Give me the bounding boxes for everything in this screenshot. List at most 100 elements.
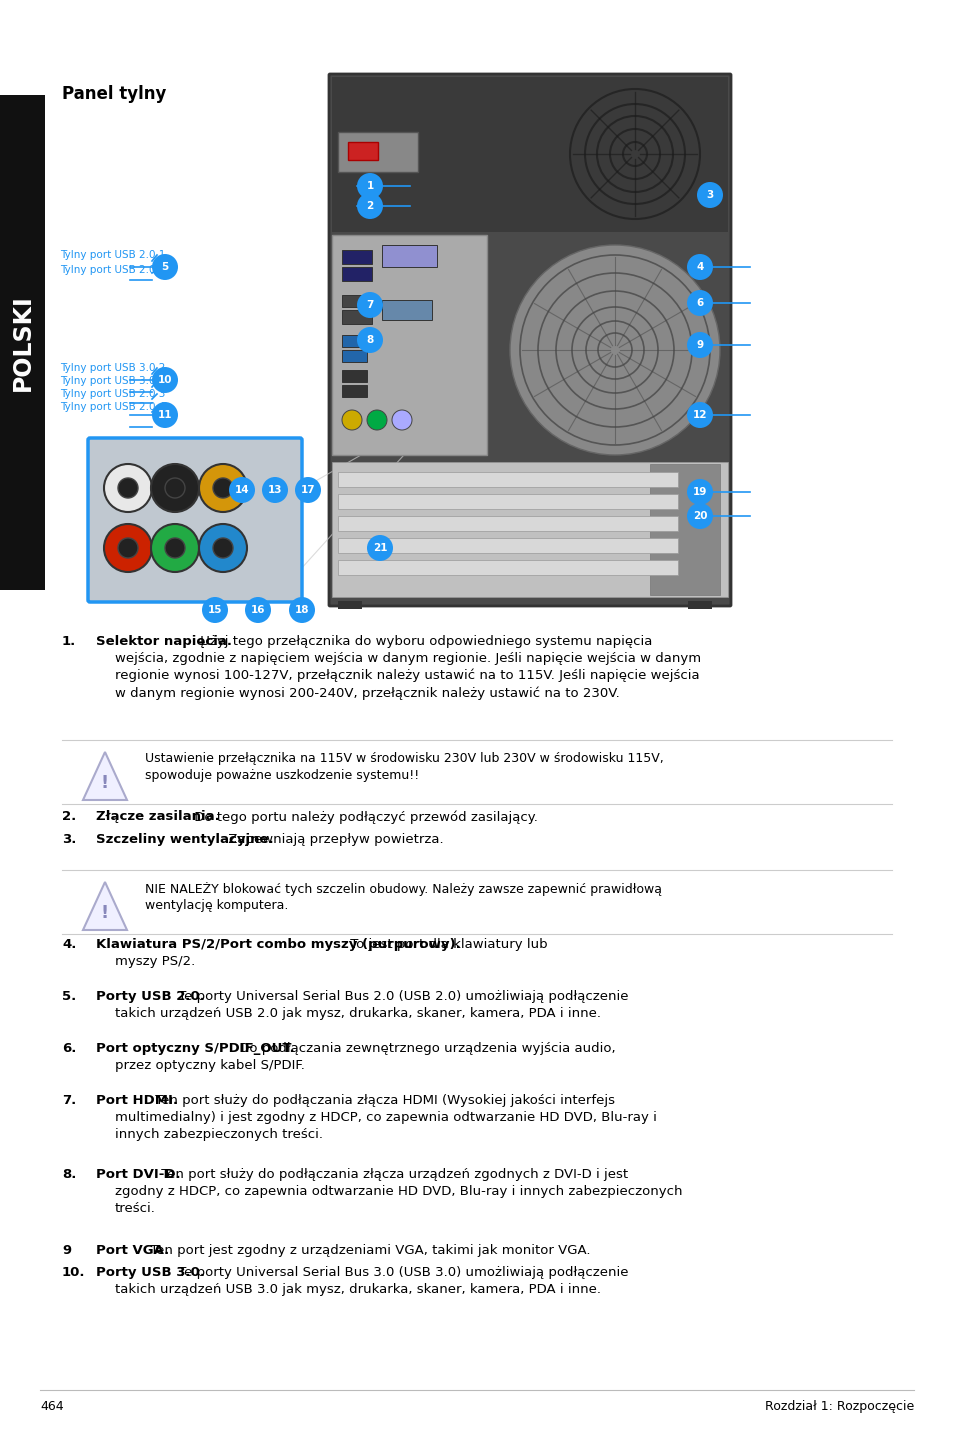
- Bar: [337, 538, 678, 554]
- Circle shape: [245, 597, 271, 623]
- Text: Te porty Universal Serial Bus 3.0 (USB 3.0) umożliwiają podłączenie: Te porty Universal Serial Bus 3.0 (USB 3…: [173, 1265, 627, 1278]
- FancyBboxPatch shape: [88, 439, 302, 603]
- Text: Port VGA.: Port VGA.: [96, 1244, 169, 1257]
- Text: wejścia, zgodnie z napięciem wejścia w danym regionie. Jeśli napięcie wejścia w : wejścia, zgodnie z napięciem wejścia w d…: [115, 651, 700, 664]
- Text: treści.: treści.: [115, 1202, 155, 1215]
- Circle shape: [165, 477, 185, 498]
- Circle shape: [356, 326, 382, 352]
- Text: Te porty Universal Serial Bus 2.0 (USB 2.0) umożliwiają podłączenie: Te porty Universal Serial Bus 2.0 (USB 2…: [173, 989, 627, 1002]
- Bar: [0, 95, 45, 590]
- Text: Tylny port USB 2.0 1: Tylny port USB 2.0 1: [60, 250, 165, 260]
- Circle shape: [392, 410, 412, 430]
- Text: 13: 13: [268, 485, 282, 495]
- Circle shape: [686, 479, 712, 505]
- Text: 17: 17: [300, 485, 315, 495]
- Text: Ten port jest zgodny z urządzeniami VGA, takimi jak monitor VGA.: Ten port jest zgodny z urządzeniami VGA,…: [146, 1244, 590, 1257]
- Circle shape: [104, 464, 152, 512]
- Text: 12: 12: [692, 410, 706, 420]
- Circle shape: [152, 255, 178, 280]
- Text: wentylację komputera.: wentylację komputera.: [145, 899, 288, 912]
- Circle shape: [213, 538, 233, 558]
- Text: Tylny port USB 2.0 3: Tylny port USB 2.0 3: [60, 390, 165, 398]
- Circle shape: [697, 183, 722, 209]
- Circle shape: [686, 332, 712, 358]
- Text: Port HDMI.: Port HDMI.: [96, 1094, 178, 1107]
- Text: Zapewniają przepływ powietrza.: Zapewniają przepływ powietrza.: [223, 833, 443, 846]
- Bar: [687, 601, 711, 610]
- Text: Porty USB 2.0.: Porty USB 2.0.: [96, 989, 205, 1002]
- Text: 1: 1: [366, 181, 374, 191]
- Text: Tylny port USB 3.0 2: Tylny port USB 3.0 2: [60, 362, 165, 372]
- Text: 21: 21: [373, 544, 387, 554]
- Text: Szczeliny wentylacyjne.: Szczeliny wentylacyjne.: [96, 833, 274, 846]
- Text: NIE NALEŻY blokować tych szczelin obudowy. Należy zawsze zapewnić prawidłową: NIE NALEŻY blokować tych szczelin obudow…: [145, 881, 661, 896]
- Text: 8.: 8.: [62, 1168, 76, 1181]
- Bar: [341, 349, 367, 362]
- Bar: [341, 311, 372, 324]
- Circle shape: [367, 535, 393, 561]
- Circle shape: [229, 477, 254, 503]
- Bar: [332, 462, 727, 597]
- Circle shape: [199, 464, 247, 512]
- Circle shape: [294, 477, 320, 503]
- Text: takich urządzeń USB 2.0 jak mysz, drukarka, skaner, kamera, PDA i inne.: takich urządzeń USB 2.0 jak mysz, drukar…: [115, 1007, 600, 1020]
- Circle shape: [213, 477, 233, 498]
- Circle shape: [262, 477, 288, 503]
- Bar: [341, 250, 372, 265]
- Text: Klawiatura PS/2/Port combo myszy (purpurowy).: Klawiatura PS/2/Port combo myszy (purpur…: [96, 938, 460, 951]
- Text: 16: 16: [251, 605, 265, 615]
- Bar: [337, 472, 678, 487]
- Text: Port optyczny S/PDIF_OUT.: Port optyczny S/PDIF_OUT.: [96, 1043, 294, 1055]
- Text: 6.: 6.: [62, 1043, 76, 1055]
- Text: Ten port służy do podłączania złącza urządzeń zgodnych z DVI-D i jest: Ten port służy do podłączania złącza urz…: [157, 1168, 627, 1181]
- Text: POLSKI: POLSKI: [10, 295, 34, 391]
- Text: w danym regionie wynosi 200-240V, przełącznik należy ustawić na to 230V.: w danym regionie wynosi 200-240V, przełą…: [115, 686, 619, 699]
- Circle shape: [151, 523, 199, 572]
- Text: 3.: 3.: [62, 833, 76, 846]
- Text: Ustawienie przełącznika na 115V w środowisku 230V lub 230V w środowisku 115V,: Ustawienie przełącznika na 115V w środow…: [145, 752, 663, 765]
- Text: innych zabezpieczonych treści.: innych zabezpieczonych treści.: [115, 1127, 323, 1140]
- Text: Do podłączania zewnętrznego urządzenia wyjścia audio,: Do podłączania zewnętrznego urządzenia w…: [234, 1043, 615, 1055]
- Text: 4: 4: [696, 262, 703, 272]
- Text: Port DVI-D.: Port DVI-D.: [96, 1168, 180, 1181]
- Circle shape: [199, 523, 247, 572]
- Circle shape: [152, 367, 178, 393]
- Text: regionie wynosi 100-127V, przełącznik należy ustawić na to 115V. Jeśli napięcie: regionie wynosi 100-127V, przełącznik na…: [115, 669, 699, 683]
- Bar: [381, 244, 436, 267]
- Circle shape: [686, 503, 712, 529]
- Polygon shape: [83, 752, 127, 800]
- Bar: [348, 142, 377, 160]
- Text: Porty USB 3.0.: Porty USB 3.0.: [96, 1265, 205, 1278]
- Bar: [341, 267, 372, 280]
- Text: 15: 15: [208, 605, 222, 615]
- Text: Tylny port USB 2.0 4: Tylny port USB 2.0 4: [60, 403, 165, 413]
- Bar: [341, 295, 372, 306]
- Bar: [381, 301, 432, 321]
- Bar: [332, 234, 486, 454]
- Text: 6: 6: [696, 298, 703, 308]
- Text: 11: 11: [157, 410, 172, 420]
- Text: 5.: 5.: [62, 989, 76, 1002]
- Text: 7: 7: [366, 301, 374, 311]
- FancyBboxPatch shape: [329, 73, 730, 605]
- Bar: [332, 78, 727, 232]
- Circle shape: [289, 597, 314, 623]
- Text: 9: 9: [62, 1244, 71, 1257]
- Text: Złącze zasilania.: Złącze zasilania.: [96, 810, 219, 823]
- Circle shape: [356, 193, 382, 219]
- Text: Rozdział 1: Rozpoczęcie: Rozdział 1: Rozpoczęcie: [764, 1401, 913, 1414]
- Circle shape: [152, 403, 178, 429]
- Text: !: !: [101, 905, 109, 922]
- Text: 7.: 7.: [62, 1094, 76, 1107]
- Circle shape: [686, 290, 712, 316]
- Circle shape: [367, 410, 387, 430]
- Circle shape: [686, 255, 712, 280]
- Text: 2: 2: [366, 201, 374, 211]
- Text: 9: 9: [696, 339, 702, 349]
- Circle shape: [686, 403, 712, 429]
- Text: zgodny z HDCP, co zapewnia odtwarzanie HD DVD, Blu-ray i innych zabezpieczonych: zgodny z HDCP, co zapewnia odtwarzanie H…: [115, 1185, 681, 1198]
- Circle shape: [151, 464, 199, 512]
- Text: Do tego portu należy podłączyć przewód zasilający.: Do tego portu należy podłączyć przewód …: [191, 810, 537, 824]
- Text: To jest port dla klawiatury lub: To jest port dla klawiatury lub: [345, 938, 547, 951]
- Text: 10.: 10.: [62, 1265, 86, 1278]
